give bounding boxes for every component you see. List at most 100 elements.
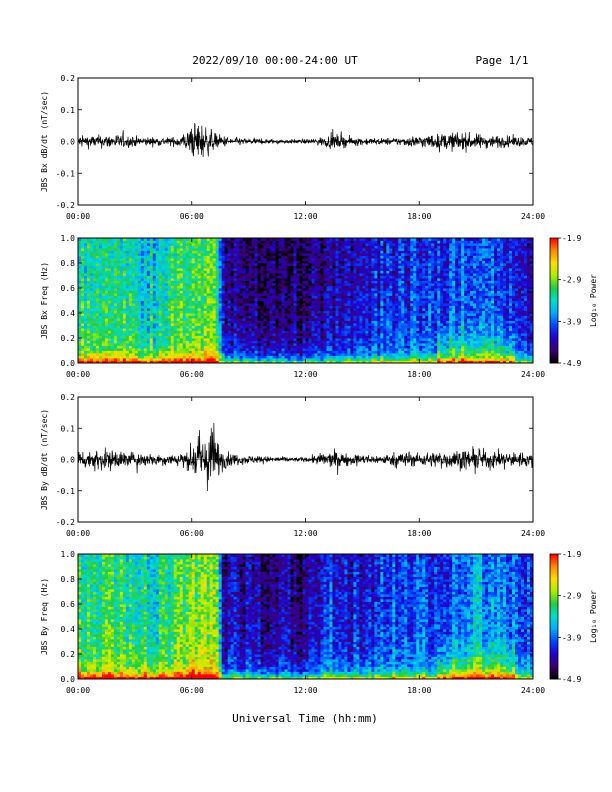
- spectrogram-cell: [128, 358, 133, 361]
- spectrogram-cell: [113, 303, 118, 306]
- spectrogram-cell: [251, 305, 256, 309]
- spectrogram-cell: [278, 288, 282, 291]
- spectrogram-cell: [260, 243, 264, 246]
- spectrogram-cell: [188, 263, 193, 266]
- spectrogram-cell: [215, 325, 220, 329]
- spectrogram-cell: [272, 360, 276, 364]
- spectrogram-cell: [83, 353, 88, 356]
- spectrogram-cell: [362, 330, 366, 334]
- spectrogram-cell: [134, 250, 139, 254]
- spectrogram-cell: [140, 295, 145, 299]
- spectrogram-cell: [341, 290, 345, 294]
- spectrogram-cell: [167, 265, 172, 269]
- spectrogram-cell: [200, 340, 205, 344]
- spectrogram-cell: [272, 265, 276, 269]
- spectrogram-cell: [179, 340, 184, 344]
- spectrogram-cell: [233, 288, 238, 291]
- spectrogram-cell: [113, 333, 118, 336]
- spectrogram-cell: [149, 275, 154, 279]
- spectrogram-cell: [251, 320, 256, 324]
- spectrogram-cell: [80, 340, 85, 344]
- spectrogram-cell: [365, 315, 369, 319]
- spectrogram-cell: [356, 303, 360, 306]
- spectrogram-cell: [89, 355, 94, 359]
- spectrogram-cell: [197, 285, 202, 289]
- spectrogram-cell: [245, 288, 250, 291]
- spectrogram-cell: [248, 258, 253, 261]
- spectrogram-cell: [299, 285, 303, 289]
- spectrogram-cell: [356, 313, 360, 316]
- spectrogram-cell: [110, 290, 115, 294]
- spectrogram-cell: [335, 310, 339, 314]
- spectrogram-cell: [188, 275, 193, 279]
- spectrogram-cell: [110, 243, 115, 246]
- spectrogram-cell: [317, 338, 321, 341]
- spectrogram-cell: [89, 345, 94, 349]
- spectrogram-cell: [200, 305, 205, 309]
- spectrogram-cell: [296, 268, 300, 271]
- spectrogram-cell: [170, 275, 175, 279]
- spectrogram-cell: [362, 348, 366, 351]
- spectrogram-cell: [329, 315, 333, 319]
- spectrogram-cell: [206, 325, 211, 329]
- spectrogram-cell: [155, 273, 160, 276]
- spectrogram-cell: [173, 343, 178, 346]
- spectrogram-cell: [203, 290, 208, 294]
- spectrogram-cell: [281, 335, 285, 339]
- spectrogram-cell: [188, 285, 193, 289]
- spectrogram-cell: [353, 240, 357, 244]
- spectrogram-cell: [197, 263, 202, 266]
- spectrogram-cell: [368, 345, 372, 349]
- spectrogram-cell: [98, 343, 103, 346]
- spectrogram-cell: [272, 283, 276, 286]
- spectrogram-cell: [167, 310, 172, 314]
- spectrogram-cell: [359, 323, 363, 326]
- spectrogram-cell: [170, 333, 175, 336]
- spectrogram-cell: [260, 323, 264, 326]
- spectrogram-cell: [245, 298, 250, 301]
- spectrogram-cell: [101, 258, 106, 261]
- spectrogram-cell: [368, 278, 372, 281]
- spectrogram-cell: [212, 240, 217, 244]
- spectrogram-cell: [146, 263, 151, 266]
- spectrogram-cell: [146, 303, 151, 306]
- spectrogram-cell: [272, 330, 276, 334]
- spectrogram-cell: [185, 263, 190, 266]
- spectrogram-cell: [179, 333, 184, 336]
- spectrogram-cell: [116, 295, 121, 299]
- spectrogram-cell: [170, 305, 175, 309]
- spectrogram-cell: [152, 340, 157, 344]
- spectrogram-cell: [344, 298, 348, 301]
- spectrogram-cell: [305, 260, 309, 264]
- spectrogram-cell: [242, 353, 247, 356]
- spectrogram-cell: [287, 255, 291, 259]
- spectrogram-cell: [317, 358, 321, 361]
- spectrogram-cell: [206, 253, 211, 256]
- spectrogram-cell: [257, 288, 261, 291]
- spectrogram-cell: [158, 340, 163, 344]
- spectrogram-cell: [239, 275, 244, 279]
- spectrogram-cell: [233, 248, 238, 251]
- spectrogram-cell: [251, 288, 256, 291]
- spectrogram-cell: [323, 323, 327, 326]
- spectrogram-cell: [200, 270, 205, 274]
- spectrogram-cell: [125, 333, 130, 336]
- spectrogram-cell: [320, 240, 324, 244]
- spectrogram-cell: [371, 325, 375, 329]
- spectrogram-cell: [122, 355, 127, 359]
- spectrogram-cell: [152, 313, 157, 316]
- spectrogram-cell: [167, 280, 172, 284]
- spectrogram-cell: [269, 283, 273, 286]
- spectrogram-cell: [305, 243, 309, 246]
- spectrogram-cell: [323, 285, 327, 289]
- spectrogram-cell: [248, 275, 253, 279]
- spectrogram-cell: [368, 255, 372, 259]
- spectrogram-cell: [224, 313, 229, 316]
- spectrogram-cell: [173, 270, 178, 274]
- spectrogram-cell: [170, 300, 175, 304]
- spectrogram-cell: [80, 325, 85, 329]
- spectrogram-cell: [242, 350, 247, 354]
- spectrogram-cell: [308, 340, 312, 344]
- spectrogram-cell: [239, 358, 244, 361]
- spectrogram-cell: [122, 333, 127, 336]
